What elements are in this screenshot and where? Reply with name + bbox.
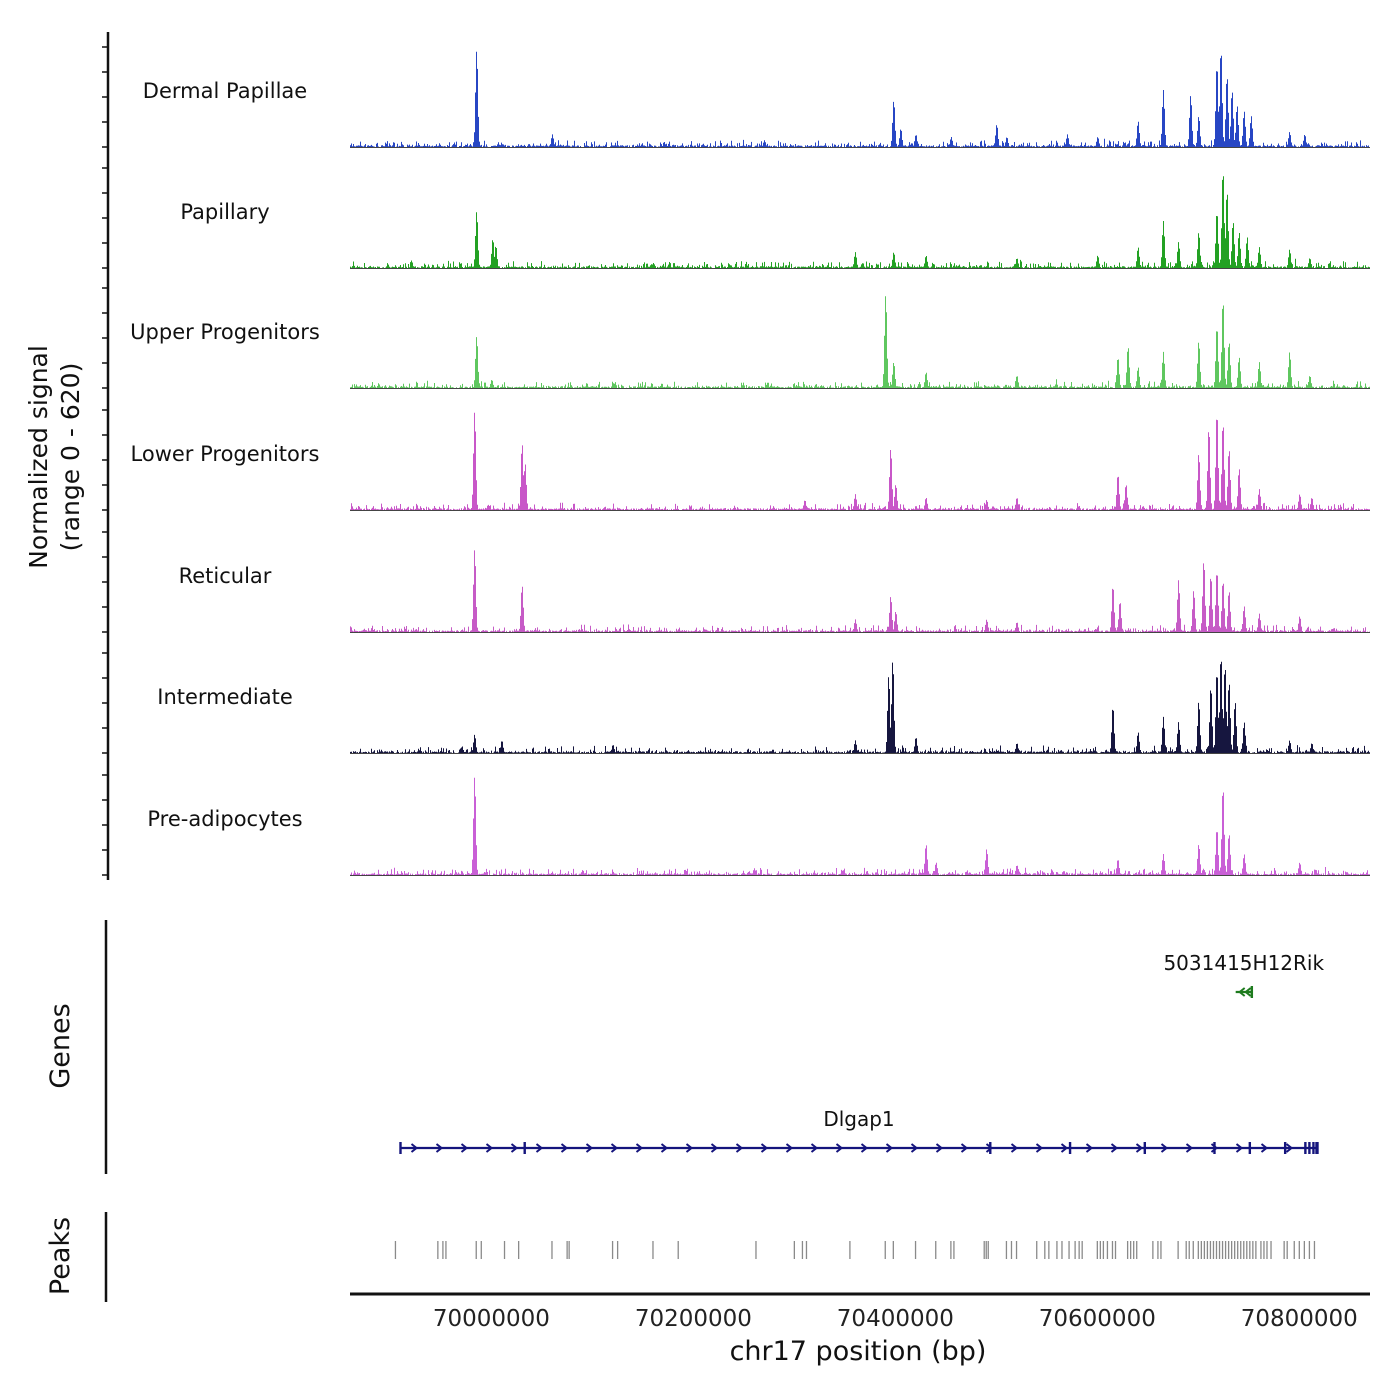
track-label-dermal-papillae: Dermal Papillae	[142, 79, 308, 103]
signal-y-axis	[102, 32, 110, 880]
signal-y-axis-label: Normalized signal (range 0 - 620)	[23, 207, 91, 707]
x-tick-label-70400000: 70400000	[836, 1306, 954, 1332]
signal-track-lower-progenitors	[350, 412, 1370, 511]
track-label-reticular: Reticular	[178, 564, 272, 588]
x-axis-line	[350, 1292, 1370, 1296]
signal-track-reticular	[350, 550, 1370, 633]
track-label-upper-progenitors: Upper Progenitors	[130, 320, 320, 344]
gene-label-5031415h12rik: 5031415H12Rik	[1163, 951, 1324, 975]
genes-track: 5031415H12Rik Dlgap1	[399, 951, 1324, 1154]
signal-track-pre-adipocytes	[350, 777, 1370, 876]
peaks-section-label: Peaks	[45, 1216, 76, 1296]
track-label-lower-progenitors: Lower Progenitors	[130, 442, 320, 466]
track-label-papillary: Papillary	[180, 200, 270, 224]
signal-track-upper-progenitors	[350, 296, 1370, 389]
genes-axis-line	[104, 920, 108, 1174]
x-tick-label-70800000: 70800000	[1240, 1306, 1358, 1332]
peaks-track	[394, 1241, 1316, 1259]
signal-track-dermal-papillae	[350, 51, 1370, 148]
x-axis-title: chr17 position (bp)	[729, 1336, 987, 1367]
signal-track-papillary	[350, 176, 1370, 269]
gene-label-dlgap1: Dlgap1	[823, 1107, 894, 1131]
track-label-intermediate: Intermediate	[157, 685, 293, 709]
x-tick-label-70000000: 70000000	[432, 1306, 550, 1332]
y-axis-label-line1: Normalized signal	[24, 345, 53, 569]
peaks-axis-line	[104, 1212, 108, 1302]
x-tick-label-70600000: 70600000	[1038, 1306, 1156, 1332]
x-tick-label-70200000: 70200000	[634, 1306, 752, 1332]
track-label-pre-adipocytes: Pre-adipocytes	[147, 807, 303, 831]
genes-section-label: Genes	[45, 1003, 76, 1089]
signal-track-intermediate	[350, 661, 1370, 754]
y-axis-label-line2: (range 0 - 620)	[56, 362, 85, 552]
